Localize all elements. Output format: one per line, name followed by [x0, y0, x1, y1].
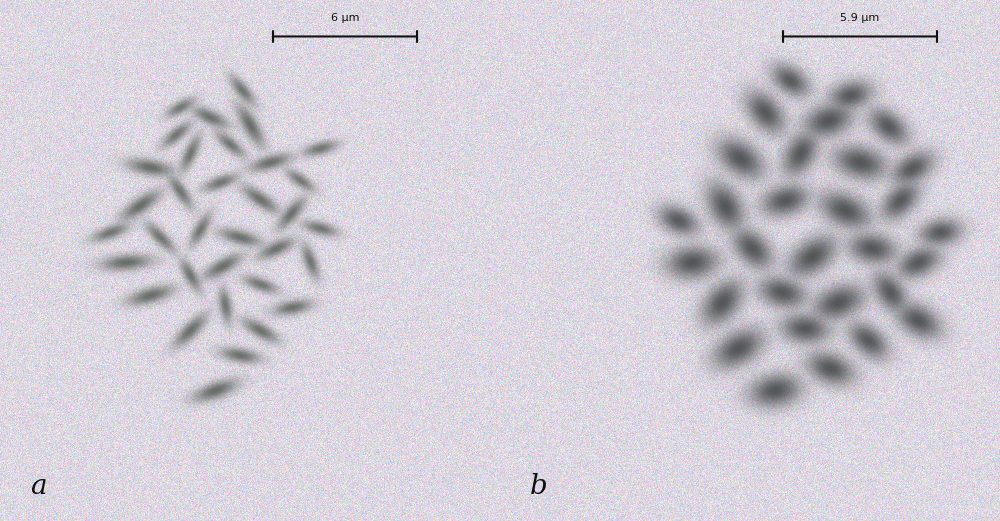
Text: b: b [530, 473, 548, 500]
Text: 6 μm: 6 μm [331, 14, 359, 23]
Text: 5.9 μm: 5.9 μm [840, 14, 880, 23]
Text: a: a [30, 473, 46, 500]
